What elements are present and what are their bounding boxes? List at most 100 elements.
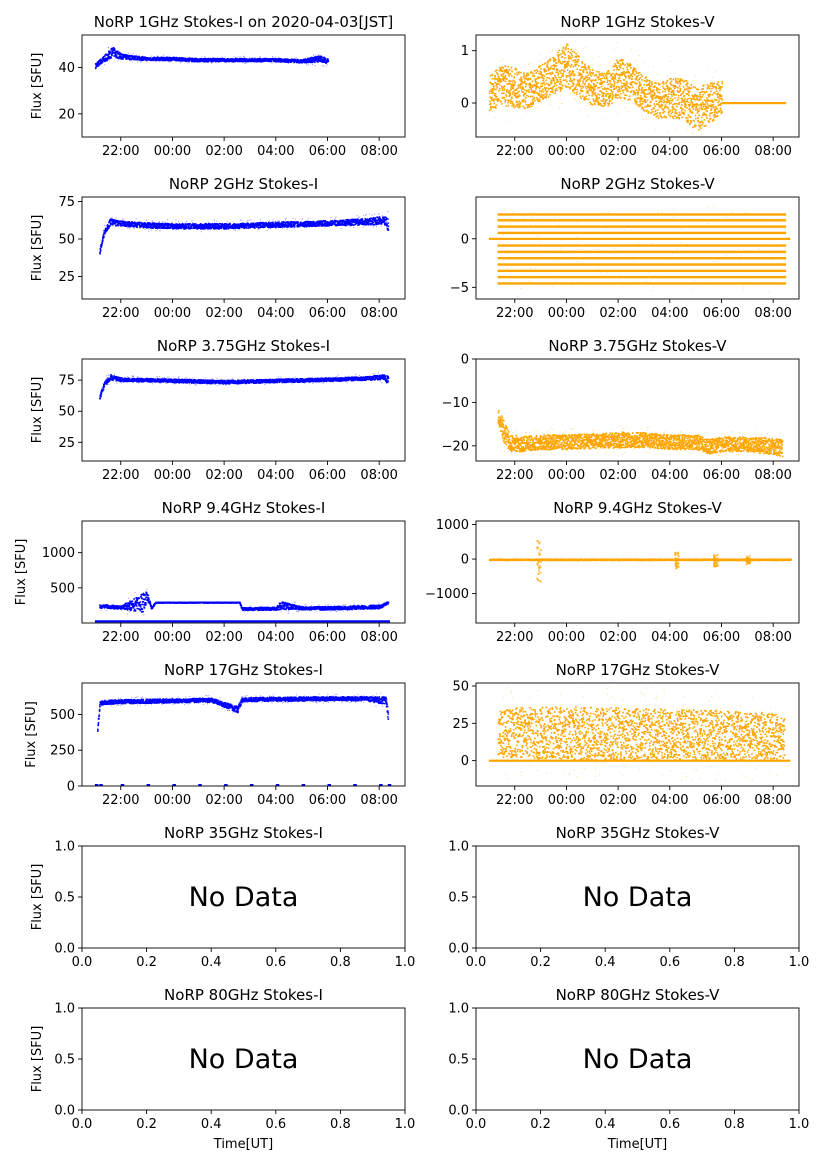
data-point [510,66,513,69]
data-point-sparse [210,59,212,61]
data-point [602,95,605,98]
data-point [585,85,587,88]
data-point [172,226,175,228]
data-point [582,86,585,88]
data-point-sparse [311,64,313,66]
data-point [510,97,513,99]
data-point [593,85,595,88]
data-point [660,106,662,109]
data-point [582,69,585,71]
data-point [698,107,701,110]
data-point [605,78,608,80]
data-point [638,105,640,108]
data-point-sparse [204,55,206,57]
data-point-sparse [620,64,622,66]
data-point [546,64,548,67]
data-point [523,72,525,74]
data-point [619,63,622,65]
data-point [203,57,206,60]
data-point [702,103,705,106]
data-point [544,88,546,90]
data-point [591,92,594,94]
data-point-sparse [209,59,211,61]
data-point-sparse [146,57,148,59]
data-point-sparse [181,58,183,60]
data-point [220,226,223,229]
data-point-sparse [564,83,566,85]
data-point-sparse [142,55,144,57]
data-point [679,80,681,83]
data-point [662,83,665,85]
data-point-sparse [180,61,182,63]
data-point [517,105,519,108]
data-point [171,224,173,227]
data-point [492,89,494,92]
data-point [661,97,664,100]
data-point [648,86,650,89]
data-point [169,226,172,228]
data-point [497,98,500,101]
data-point [513,84,516,86]
data-point [603,92,606,95]
data-point [238,225,241,228]
data-point [640,74,643,76]
data-point [500,80,502,83]
data-point [526,106,529,108]
data-point [531,95,534,98]
data-point [639,104,642,107]
data-point [610,85,613,88]
data-point [694,124,697,127]
data-point [599,78,602,80]
data-point [516,91,519,94]
data-point-sparse [270,222,272,224]
y-tick-label: 0 [461,97,469,112]
data-point [571,50,574,53]
data-point [566,43,568,46]
data-point [260,226,263,228]
data-point [272,226,274,228]
data-point [589,68,591,71]
data-point [118,57,120,60]
data-point [650,93,653,96]
data-point [113,48,116,50]
data-point [538,90,541,92]
data-point [321,59,324,62]
data-point [677,82,679,85]
data-point-sparse [138,223,140,225]
data-point [685,117,687,119]
x-tick-label: 00:00 [154,144,191,159]
data-point-sparse [574,99,576,101]
data-point [557,51,559,54]
data-point [327,60,330,63]
data-point [518,95,521,97]
data-point [272,221,274,224]
data-point [622,68,625,70]
data-point [610,77,613,80]
data-point [108,53,110,56]
data-point [528,103,531,106]
data-point [557,80,559,82]
data-point [223,223,226,225]
data-point [523,81,525,84]
data-point [639,99,642,101]
data-point [506,69,509,71]
data-point [266,224,269,227]
data-point [605,95,607,97]
data-point [602,93,604,96]
data-point [526,94,528,97]
data-point [693,94,696,97]
data-point [543,68,545,70]
data-point [629,63,632,66]
data-point [575,61,578,63]
data-point [577,81,580,83]
data-point [645,96,648,99]
data-point [134,57,136,59]
data-point [592,88,595,90]
data-point [510,100,512,103]
data-point-sparse [278,219,280,221]
data-point [537,77,540,80]
data-point [562,51,564,54]
data-point [669,82,672,85]
data-point [313,58,316,60]
data-point [495,107,497,109]
